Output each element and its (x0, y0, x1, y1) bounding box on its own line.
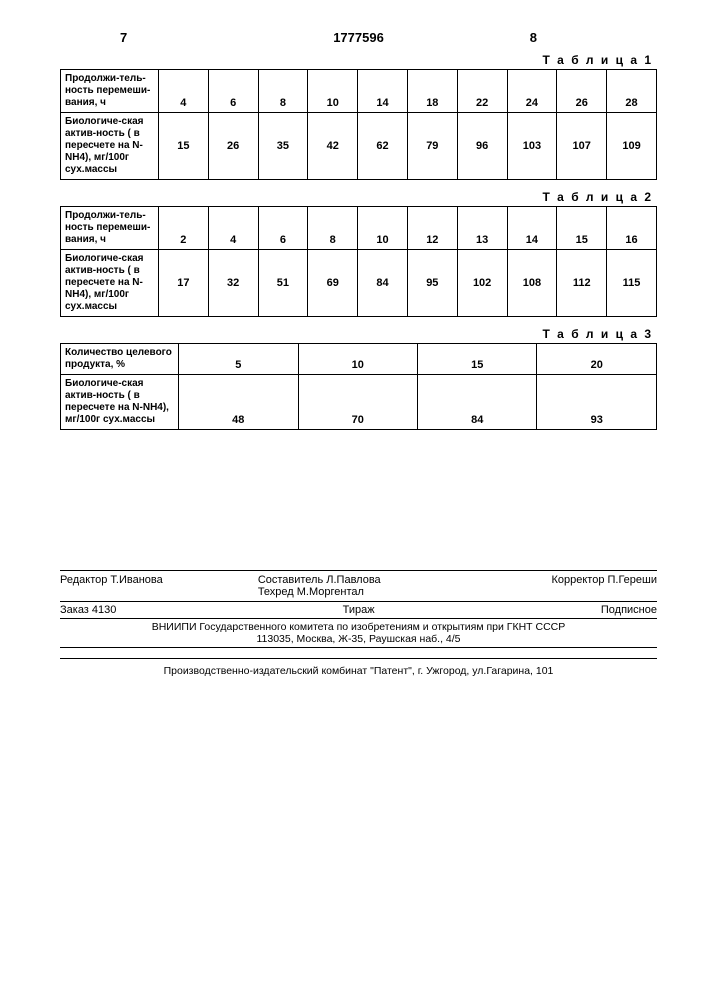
cell: 96 (457, 113, 507, 180)
cell: 2 (158, 207, 208, 250)
table-row: Биологиче-ская актив-ность ( в пересчете… (61, 250, 657, 317)
cell: 95 (407, 250, 457, 317)
editor-line: Редактор Т.Иванова Составитель Л.Павлова… (60, 570, 657, 602)
table1-label: Т а б л и ц а 1 (60, 53, 653, 67)
institute: ВНИИПИ Государственного комитета по изоб… (60, 619, 657, 648)
table-row: Биологиче-ская актив-ность ( в пересчете… (61, 113, 657, 180)
cell: 70 (298, 375, 417, 430)
row-header: Продолжи-тель-ность перемеши-вания, ч (61, 70, 159, 113)
editor: Редактор Т.Иванова (60, 574, 228, 598)
cell: 6 (208, 70, 258, 113)
cell: 115 (607, 250, 657, 317)
subscription: Подписное (601, 604, 657, 616)
row-header: Биологиче-ская актив-ность ( в пересчете… (61, 250, 159, 317)
table3-label: Т а б л и ц а 3 (60, 327, 653, 341)
row-header: Биологиче-ская актив-ность ( в пересчете… (61, 375, 179, 430)
cell: 107 (557, 113, 607, 180)
cell: 18 (407, 70, 457, 113)
page-num-left: 7 (120, 30, 127, 45)
order: Заказ 4130 (60, 604, 116, 616)
cell: 84 (358, 250, 408, 317)
cell: 10 (358, 207, 408, 250)
cell: 15 (158, 113, 208, 180)
cell: 5 (179, 344, 298, 375)
doc-header: 7 1777596 8 (60, 30, 657, 45)
cell: 69 (308, 250, 358, 317)
cell: 10 (298, 344, 417, 375)
cell: 13 (457, 207, 507, 250)
cell: 26 (208, 113, 258, 180)
cell: 22 (457, 70, 507, 113)
cell: 16 (607, 207, 657, 250)
cell: 102 (457, 250, 507, 317)
cell: 32 (208, 250, 258, 317)
cell: 8 (308, 207, 358, 250)
corrector: Корректор П.Гереши (489, 574, 657, 598)
cell: 12 (407, 207, 457, 250)
table2-label: Т а б л и ц а 2 (60, 190, 653, 204)
doc-number: 1777596 (333, 30, 384, 45)
order-line: Заказ 4130 Тираж Подписное (60, 602, 657, 619)
cell: 79 (407, 113, 457, 180)
cell: 6 (258, 207, 308, 250)
cell: 26 (557, 70, 607, 113)
cell: 62 (358, 113, 408, 180)
cell: 84 (418, 375, 537, 430)
table2: Продолжи-тель-ность перемеши-вания, ч 2 … (60, 206, 657, 317)
cell: 17 (158, 250, 208, 317)
production: Производственно-издательский комбинат "П… (60, 658, 657, 679)
row-header: Количество целевого продукта, % (61, 344, 179, 375)
compiler-tech: Составитель Л.Павлова Техред М.Моргентал (258, 574, 459, 598)
cell: 28 (607, 70, 657, 113)
table-row: Продолжи-тель-ность перемеши-вания, ч 4 … (61, 70, 657, 113)
tirage: Тираж (343, 604, 375, 616)
table3: Количество целевого продукта, % 5 10 15 … (60, 343, 657, 430)
row-header: Продолжи-тель-ность перемеши-вания, ч (61, 207, 159, 250)
row-header: Биологиче-ская актив-ность ( в пересчете… (61, 113, 159, 180)
tech: Техред М.Моргентал (258, 586, 459, 598)
cell: 35 (258, 113, 308, 180)
cell: 15 (557, 207, 607, 250)
cell: 14 (358, 70, 408, 113)
cell: 20 (537, 344, 657, 375)
cell: 4 (158, 70, 208, 113)
cell: 14 (507, 207, 557, 250)
cell: 112 (557, 250, 607, 317)
cell: 51 (258, 250, 308, 317)
cell: 24 (507, 70, 557, 113)
table-row: Продолжи-тель-ность перемеши-вания, ч 2 … (61, 207, 657, 250)
cell: 109 (607, 113, 657, 180)
cell: 48 (179, 375, 298, 430)
compiler: Составитель Л.Павлова (258, 574, 459, 586)
cell: 108 (507, 250, 557, 317)
footer: Редактор Т.Иванова Составитель Л.Павлова… (60, 570, 657, 679)
institute-line1: ВНИИПИ Государственного комитета по изоб… (60, 621, 657, 633)
cell: 42 (308, 113, 358, 180)
cell: 8 (258, 70, 308, 113)
page-num-right: 8 (530, 30, 537, 45)
cell: 93 (537, 375, 657, 430)
table1: Продолжи-тель-ность перемеши-вания, ч 4 … (60, 69, 657, 180)
cell: 103 (507, 113, 557, 180)
cell: 15 (418, 344, 537, 375)
table-row: Биологиче-ская актив-ность ( в пересчете… (61, 375, 657, 430)
cell: 4 (208, 207, 258, 250)
institute-line2: 113035, Москва, Ж-35, Раушская наб., 4/5 (60, 633, 657, 645)
cell: 10 (308, 70, 358, 113)
table-row: Количество целевого продукта, % 5 10 15 … (61, 344, 657, 375)
